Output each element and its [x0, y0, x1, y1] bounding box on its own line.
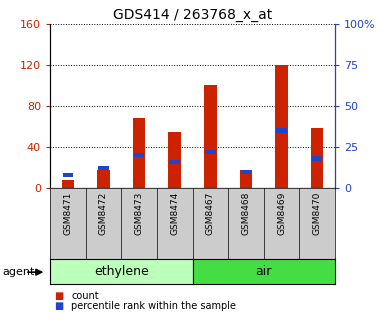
Text: GSM8473: GSM8473	[135, 192, 144, 235]
Bar	[205, 150, 216, 154]
Bar	[169, 160, 180, 164]
Bar	[62, 173, 73, 177]
Title: GDS414 / 263768_x_at: GDS414 / 263768_x_at	[113, 8, 272, 23]
Text: GSM8470: GSM8470	[313, 192, 321, 235]
Text: percentile rank within the sample: percentile rank within the sample	[71, 301, 236, 311]
Text: air: air	[256, 265, 272, 278]
Bar	[241, 170, 251, 174]
Bar	[276, 128, 287, 133]
Bar	[169, 132, 181, 188]
Text: GSM8469: GSM8469	[277, 192, 286, 235]
Bar	[133, 118, 145, 188]
Text: ■: ■	[54, 291, 63, 301]
Text: GSM8471: GSM8471	[64, 192, 72, 235]
Text: agent: agent	[2, 267, 34, 277]
Text: ■: ■	[54, 301, 63, 311]
Bar	[275, 65, 288, 188]
Bar	[98, 166, 109, 170]
Bar	[97, 170, 110, 188]
Text: GSM8472: GSM8472	[99, 192, 108, 235]
Bar	[312, 157, 323, 161]
Bar	[62, 180, 74, 188]
Text: count: count	[71, 291, 99, 301]
Text: GSM8468: GSM8468	[241, 192, 250, 235]
Bar	[311, 128, 323, 188]
Text: GSM8467: GSM8467	[206, 192, 215, 235]
Bar	[134, 153, 144, 157]
Bar	[240, 170, 252, 188]
Text: GSM8474: GSM8474	[170, 192, 179, 235]
Bar	[204, 85, 216, 188]
Text: ethylene: ethylene	[94, 265, 149, 278]
